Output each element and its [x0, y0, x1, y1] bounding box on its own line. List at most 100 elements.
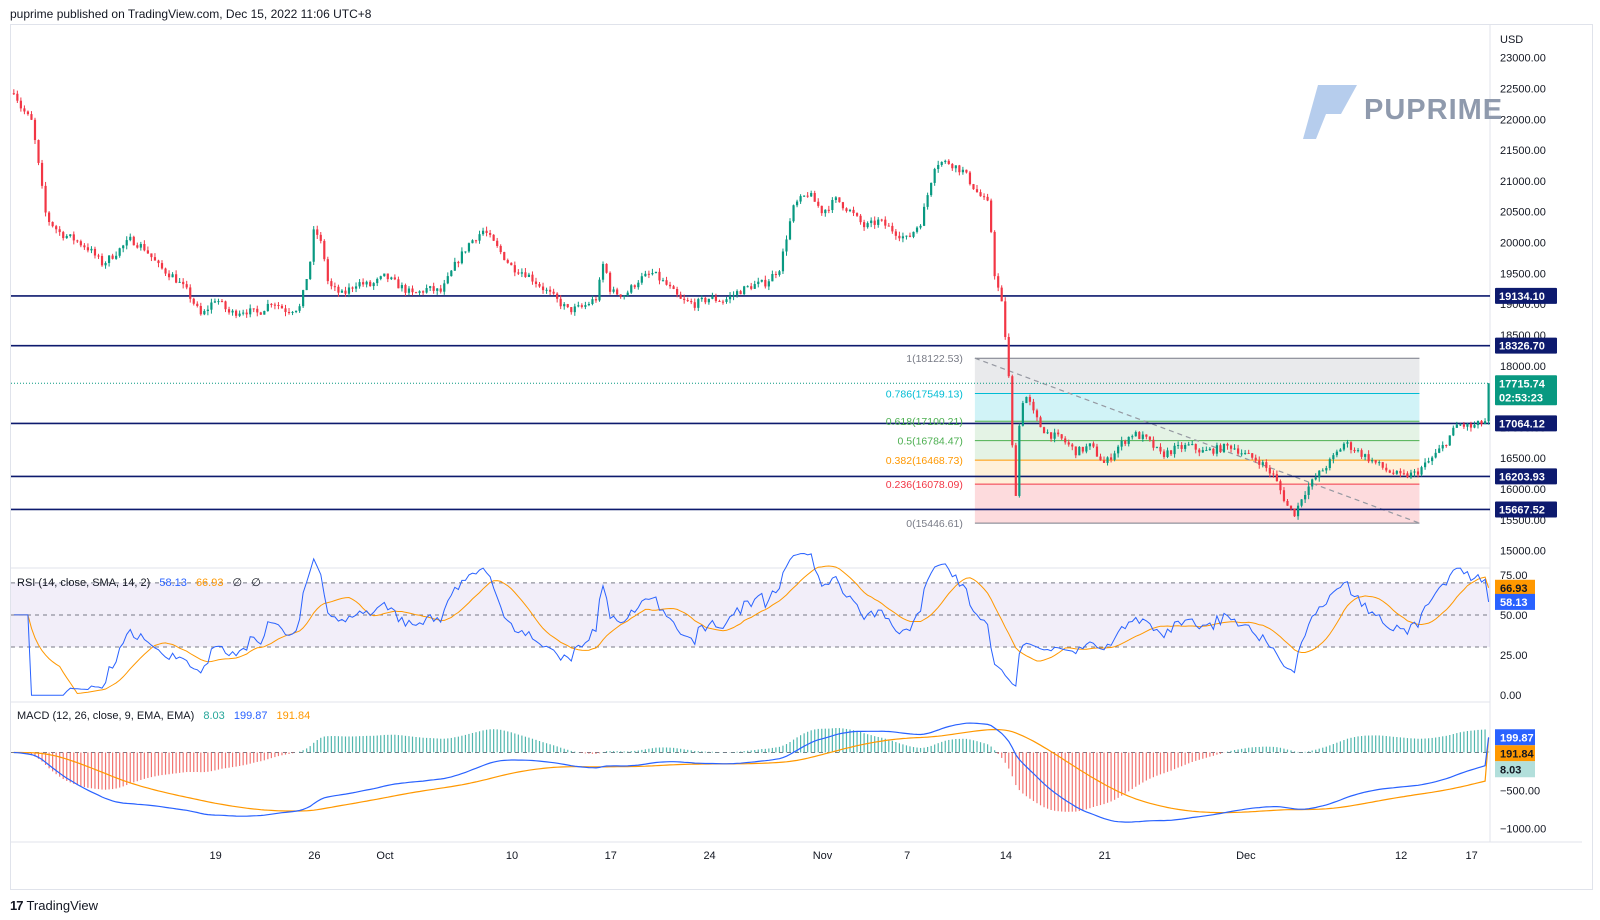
candle-body	[831, 199, 834, 211]
candle-body	[1473, 425, 1476, 428]
candle-body	[1261, 462, 1264, 465]
candle-body	[12, 93, 15, 95]
candle-body	[1039, 417, 1042, 428]
candle-body	[464, 251, 467, 253]
candle-body	[760, 279, 763, 282]
candle-body	[1173, 445, 1176, 455]
candle-body	[362, 282, 365, 285]
candle-body	[1180, 445, 1183, 449]
candle-body	[891, 225, 894, 232]
candle-body	[792, 205, 795, 222]
candle-body	[1155, 446, 1159, 448]
price-tick-label: 22000.00	[1500, 114, 1546, 126]
candle-body	[884, 219, 887, 226]
watermark-text: PUPRIME	[1364, 94, 1503, 126]
price-tick-label: 22500.00	[1500, 84, 1546, 96]
candle-body	[785, 239, 788, 252]
candle-body	[993, 231, 996, 277]
fib-zone-0.236	[974, 484, 1420, 524]
candle-body	[1409, 472, 1413, 478]
candle-body	[1240, 453, 1243, 455]
candle-body	[1219, 445, 1222, 453]
candle-body	[990, 200, 993, 232]
candle-body	[231, 310, 234, 313]
candle-body	[1152, 439, 1155, 448]
candle-body	[1191, 444, 1194, 446]
candle-body	[217, 301, 220, 303]
candle-body	[767, 281, 770, 287]
rsi-legend[interactable]: RSI (14, close, SMA, 14, 2) 58.13 66.93 …	[17, 577, 261, 589]
candle-body	[619, 294, 622, 297]
candle-body	[541, 286, 545, 291]
candle-body	[707, 298, 710, 303]
candle-body	[1194, 444, 1197, 450]
candle-body	[1162, 451, 1166, 457]
candle-body	[753, 284, 756, 289]
candle-body	[1318, 470, 1321, 478]
price-tick-label: 21500.00	[1500, 145, 1546, 157]
candle-body	[411, 288, 414, 293]
candle-body	[460, 251, 463, 264]
level-badge-label: 19134.10	[1499, 291, 1545, 303]
candle-body	[1102, 460, 1106, 463]
candle-body	[817, 201, 820, 206]
rsi-axis-label: 0.00	[1500, 690, 1521, 702]
time-tick-label: 24	[703, 850, 715, 862]
candle-body	[245, 312, 248, 315]
candle-body	[83, 245, 86, 248]
candle-body	[1388, 470, 1391, 473]
candle-body	[192, 298, 195, 304]
time-axis[interactable]: 19 26 Oct 10 17 24 Nov 7 14 21 Dec 12 17	[210, 850, 1478, 862]
candle-body	[1420, 467, 1423, 475]
candle-body	[284, 308, 287, 313]
candle-body	[721, 301, 725, 303]
price-axis[interactable]: USD 23000.00 22500.00 22000.00 21500.00 21000…	[1500, 34, 1546, 836]
candle-body	[33, 119, 37, 141]
candle-body	[672, 286, 675, 289]
candle-body	[266, 303, 269, 311]
candle-body	[1378, 462, 1381, 464]
candle-body	[1198, 449, 1201, 453]
horizontal-levels[interactable]	[11, 295, 1490, 511]
candle-body	[1247, 452, 1250, 454]
candle-body	[354, 286, 358, 289]
candle-body	[901, 236, 905, 239]
macd-badge	[1495, 729, 1535, 746]
candle-body	[1466, 423, 1469, 427]
candle-body	[764, 279, 767, 287]
candle-body	[1279, 481, 1282, 491]
candle-body	[757, 281, 760, 285]
candle-body	[549, 289, 552, 292]
candle-body	[1339, 449, 1342, 452]
tradingview-footer[interactable]: 17 TradingView	[10, 898, 98, 913]
candle-body	[1057, 432, 1060, 435]
macd-legend[interactable]: MACD (12, 26, close, 9, EMA, EMA) 8.03 1…	[17, 710, 310, 722]
candle-body	[820, 205, 823, 214]
tradingview-brand: TradingView	[26, 898, 99, 913]
candle-body	[601, 263, 605, 280]
fib-label-0.5: 0.5(16784.47)	[897, 436, 962, 448]
candle-body	[150, 253, 153, 258]
level-badge-label: 15667.52	[1499, 504, 1545, 516]
time-tick-label: 7	[904, 850, 910, 862]
candle-body	[527, 274, 531, 277]
candle-body	[1381, 462, 1384, 468]
candle-body	[1201, 450, 1204, 453]
candle-body	[654, 271, 658, 274]
candle-body	[683, 298, 686, 301]
candle-body	[443, 283, 446, 292]
candle-body	[570, 307, 573, 313]
candle-body	[347, 287, 351, 294]
candle-body	[69, 234, 72, 237]
candle-body	[326, 259, 329, 282]
candle-body	[1353, 449, 1356, 452]
candle-body	[457, 261, 460, 264]
trend-line[interactable]	[974, 357, 1420, 524]
candle-body	[471, 240, 474, 244]
candle-body	[517, 272, 520, 274]
candle-body	[718, 300, 721, 302]
candle-body	[393, 277, 396, 280]
candle-body	[492, 234, 495, 241]
candle-body	[1427, 461, 1430, 463]
